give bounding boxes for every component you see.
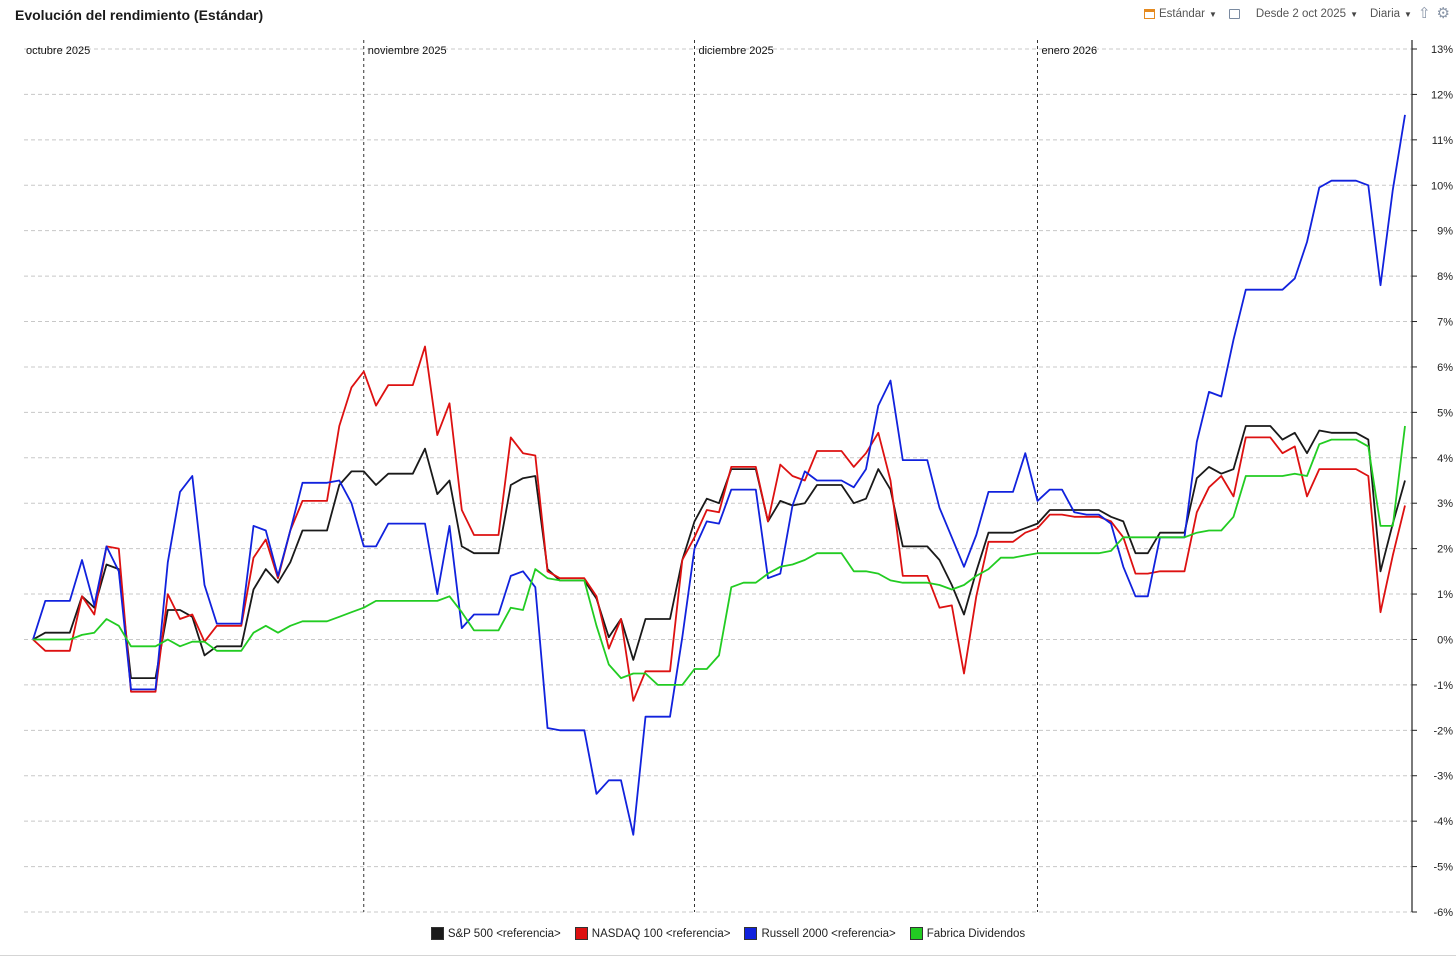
series-line-1	[32, 425, 1406, 679]
y-tick-label: 6%	[1437, 362, 1453, 374]
chevron-down-icon: ▼	[1209, 9, 1217, 19]
y-tick-label: -5%	[1433, 862, 1453, 874]
y-tick-label: -4%	[1433, 816, 1453, 828]
legend-item[interactable]: Fabrica Dividendos	[909, 927, 1026, 940]
y-tick-label: 4%	[1437, 453, 1453, 465]
y-tick-label: 1%	[1437, 589, 1453, 601]
legend-item[interactable]: NASDAQ 100 <referencia>	[574, 927, 731, 940]
month-label: octubre 2025	[26, 45, 90, 57]
y-tick-label: -1%	[1433, 680, 1453, 692]
legend-swatch	[909, 927, 923, 940]
series-line-2	[32, 345, 1406, 702]
legend-label: Fabrica Dividendos	[926, 927, 1026, 940]
legend-label: S&P 500 <referencia>	[447, 927, 561, 940]
range-label: Desde 2 oct 2025	[1255, 8, 1347, 20]
y-tick-label: 11%	[1432, 135, 1453, 147]
y-tick-label: 8%	[1437, 271, 1453, 283]
legend-label: Russell 2000 <referencia>	[761, 927, 896, 940]
y-tick-label: 10%	[1431, 180, 1453, 192]
y-tick-label: 9%	[1437, 226, 1453, 238]
interval-label: Diaria	[1370, 8, 1401, 20]
chart-toolbar: Estándar ▼ Desde 2 oct 2025 ▼ Diaria ▼ ⇧…	[1143, 5, 1450, 22]
chart-view-icon	[1143, 9, 1155, 19]
y-tick-label: 12%	[1431, 89, 1453, 101]
performance-chart: 13% 12% 11% 10% 9% 8% 7% 6% 5% 4% 3% 2% 1% 0% -1% -2% -3…	[24, 40, 1453, 919]
chevron-down-icon: ▼	[1350, 9, 1358, 19]
gear-icon[interactable]: ⚙	[1436, 5, 1450, 22]
month-label: noviembre 2025	[368, 45, 447, 57]
y-tick-label: 13%	[1431, 44, 1453, 56]
legend-item[interactable]: S&P 500 <referencia>	[430, 927, 561, 940]
month-label: enero 2026	[1042, 45, 1098, 57]
copy-icon[interactable]	[1228, 9, 1240, 19]
series-line-4	[33, 425, 1406, 686]
chart-legend: S&P 500 <referencia> NASDAQ 100 <referenc…	[0, 927, 1456, 940]
view-selector[interactable]: Estándar ▼	[1143, 8, 1217, 20]
interval-selector[interactable]: Diaria ▼	[1370, 8, 1412, 20]
month-label: diciembre 2025	[699, 45, 774, 57]
y-tick-label: -6%	[1433, 907, 1453, 919]
view-label: Estándar	[1158, 8, 1205, 20]
range-selector[interactable]: Desde 2 oct 2025 ▼	[1256, 8, 1358, 20]
divider	[0, 955, 1456, 956]
y-tick-label: 3%	[1437, 498, 1453, 510]
upload-icon[interactable]: ⇧	[1417, 5, 1431, 22]
legend-swatch	[744, 927, 758, 940]
legend-item[interactable]: Russell 2000 <referencia>	[744, 927, 896, 940]
page-title: Evolución del rendimiento (Estándar)	[15, 7, 264, 23]
chevron-down-icon: ▼	[1404, 9, 1412, 19]
y-tick-label: -3%	[1433, 771, 1453, 783]
legend-swatch	[430, 927, 444, 940]
y-tick-label: 0%	[1437, 634, 1453, 646]
legend-label: NASDAQ 100 <referencia>	[591, 927, 731, 940]
y-tick-label: 2%	[1437, 544, 1453, 556]
y-tick-label: 5%	[1437, 407, 1453, 419]
legend-swatch	[574, 927, 588, 940]
y-tick-label: -2%	[1433, 725, 1453, 737]
y-tick-label: 7%	[1437, 317, 1453, 329]
chart-header: Evolución del rendimiento (Estándar) Est…	[0, 0, 1456, 34]
